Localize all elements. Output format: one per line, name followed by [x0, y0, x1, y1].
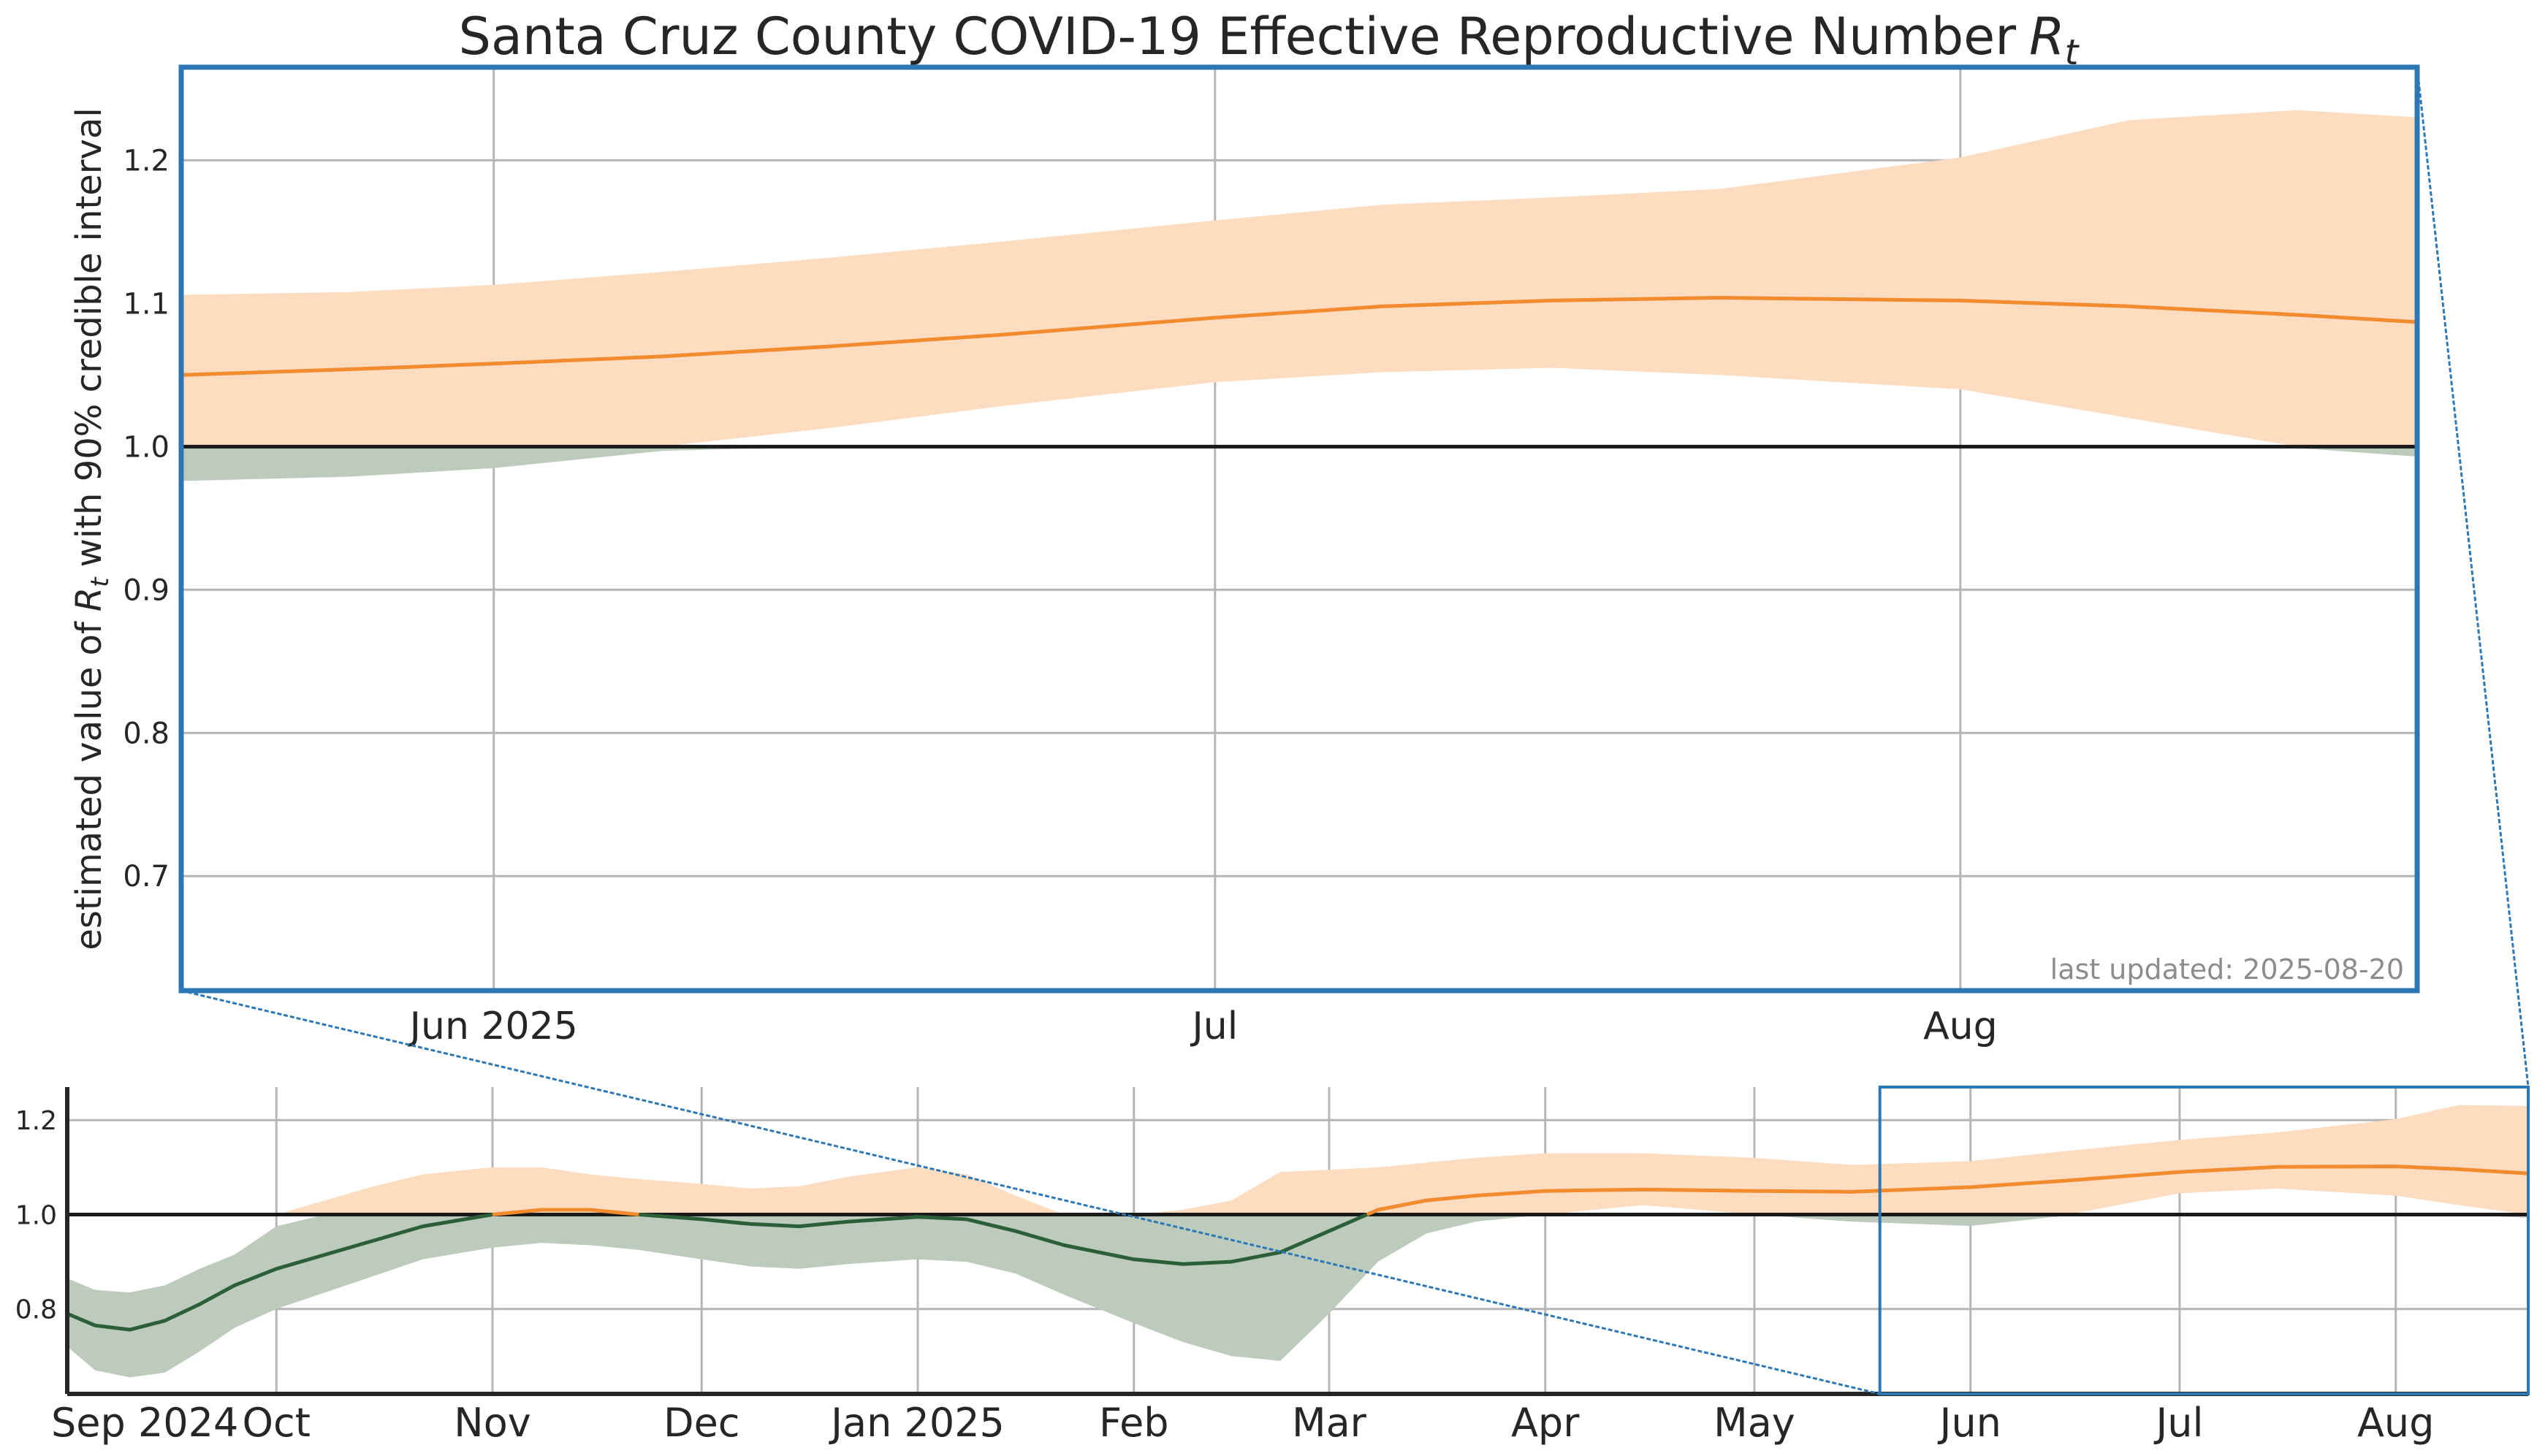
main-x-tick-label: Aug	[1923, 1005, 1998, 1048]
overview-x-tick-label: Feb	[1099, 1400, 1169, 1446]
main-plot-area	[181, 110, 2417, 481]
overview-y-tick-label: 0.8	[15, 1295, 57, 1325]
overview-y-tick-label: 1.2	[15, 1106, 57, 1136]
overview-x-tick-label: Apr	[1511, 1400, 1580, 1446]
overview-x-tick-label: Oct	[243, 1400, 311, 1446]
overview-x-tick-label: Jul	[2153, 1400, 2203, 1446]
main-y-tick-label: 0.9	[123, 573, 170, 607]
overview-x-tick-label: Jun	[1938, 1400, 2001, 1446]
main-y-tick-label: 1.0	[123, 430, 170, 464]
overview-below-band	[67, 1215, 2528, 1378]
overview-x-tick-label: May	[1713, 1400, 1795, 1446]
overview-x-tick-label: Jan 2025	[829, 1400, 1005, 1446]
main-y-tick-label: 0.8	[123, 717, 170, 750]
last-updated-label: last updated: 2025-08-20	[2050, 953, 2404, 986]
main-x-tick-label: Jul	[1190, 1005, 1238, 1048]
overview-x-tick-label: Aug	[2357, 1400, 2434, 1446]
main-y-tick-label: 0.7	[123, 860, 170, 893]
overview-above-band	[67, 1105, 2528, 1215]
overview-y-tick-label: 1.0	[15, 1200, 57, 1230]
credible-interval-below-band	[181, 446, 2417, 481]
overview-x-tick-label: Nov	[454, 1400, 530, 1446]
main-y-tick-label: 1.1	[123, 287, 170, 321]
overview-x-tick-label: Mar	[1292, 1400, 1367, 1446]
main-y-tick-label: 1.2	[123, 144, 170, 178]
zoom-connector-right	[2417, 67, 2528, 1087]
overview-x-tick-label: Dec	[663, 1400, 740, 1446]
chart-title: Santa Cruz County COVID-19 Effective Rep…	[459, 7, 2080, 73]
overview-plot-area	[67, 1105, 2528, 1378]
main-x-tick-label: Jun 2025	[408, 1005, 578, 1048]
y-axis-label: estimated value ofRtwith 90% credible in…	[69, 107, 115, 950]
overview-x-tick-label: Sep 2024	[51, 1400, 238, 1446]
